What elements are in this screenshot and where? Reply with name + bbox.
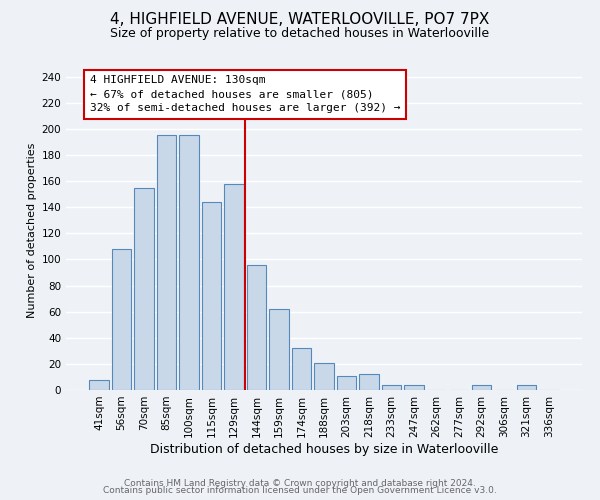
Bar [157,136,176,390]
Bar [517,385,536,390]
Bar [359,374,379,390]
X-axis label: Distribution of detached houses by size in Waterlooville: Distribution of detached houses by size … [150,442,498,456]
Text: Contains HM Land Registry data © Crown copyright and database right 2024.: Contains HM Land Registry data © Crown c… [124,478,476,488]
Bar [89,380,109,390]
Text: 4, HIGHFIELD AVENUE, WATERLOOVILLE, PO7 7PX: 4, HIGHFIELD AVENUE, WATERLOOVILLE, PO7 … [110,12,490,28]
Bar [404,385,424,390]
Bar [292,348,311,390]
Bar [224,184,244,390]
Bar [382,385,401,390]
Bar [337,376,356,390]
Bar [112,249,131,390]
Bar [247,264,266,390]
Bar [202,202,221,390]
Text: Size of property relative to detached houses in Waterlooville: Size of property relative to detached ho… [110,28,490,40]
Text: 4 HIGHFIELD AVENUE: 130sqm
← 67% of detached houses are smaller (805)
32% of sem: 4 HIGHFIELD AVENUE: 130sqm ← 67% of deta… [90,75,401,113]
Text: Contains public sector information licensed under the Open Government Licence v3: Contains public sector information licen… [103,486,497,495]
Bar [269,309,289,390]
Bar [179,136,199,390]
Bar [314,362,334,390]
Bar [472,385,491,390]
Y-axis label: Number of detached properties: Number of detached properties [27,142,37,318]
Bar [134,188,154,390]
